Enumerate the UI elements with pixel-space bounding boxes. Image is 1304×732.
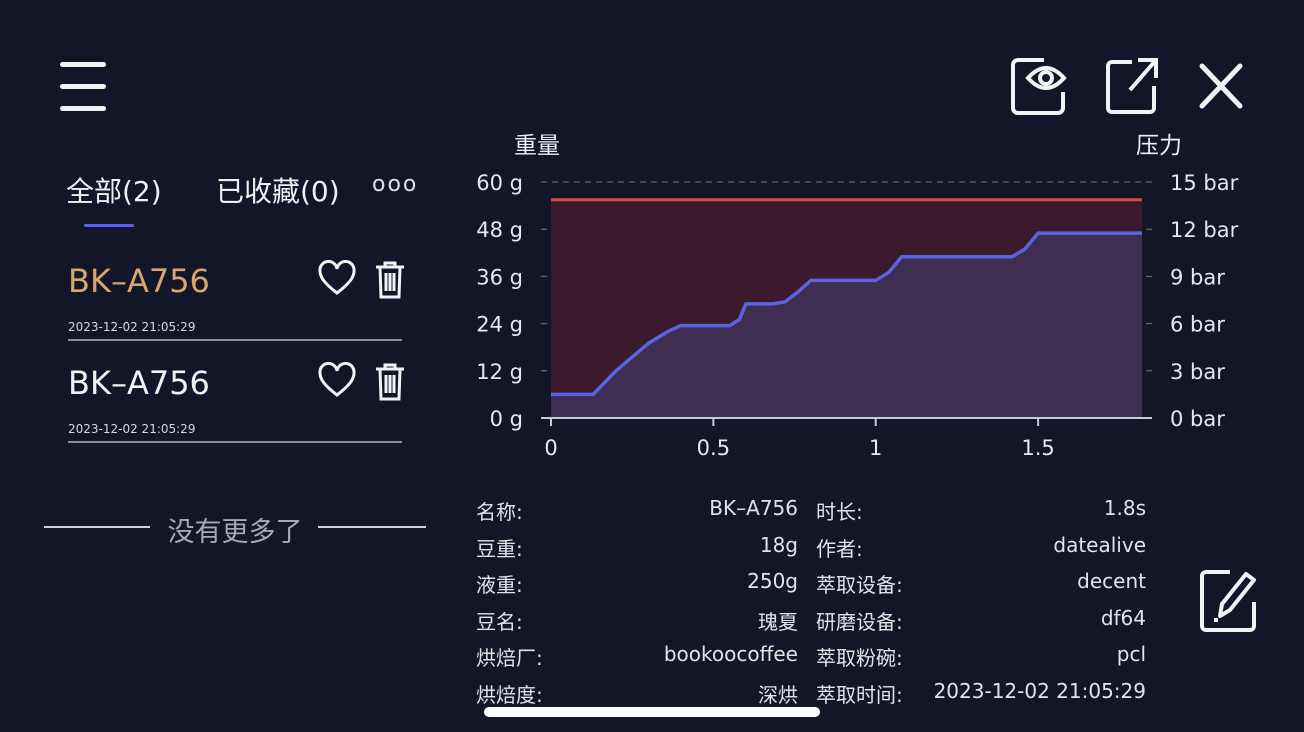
- detail-label: 豆名:: [476, 609, 523, 634]
- record-title: BK–A756: [68, 262, 210, 300]
- detail-label: 名称:: [476, 500, 523, 524]
- right-tick-label: 15 bar: [1170, 171, 1239, 195]
- list-item[interactable]: BK–A756 2023-12-02 21:05:29: [68, 260, 404, 352]
- right-tick-label: 6 bar: [1170, 313, 1225, 337]
- divider: [68, 339, 402, 341]
- home-indicator[interactable]: [484, 707, 820, 717]
- detail-value: decent: [1077, 569, 1146, 593]
- left-tick-label: 0 g: [490, 407, 523, 431]
- left-tick-label: 36 g: [476, 265, 523, 289]
- share-icon[interactable]: [1102, 54, 1164, 118]
- list-item[interactable]: BK–A756 2023-12-02 21:05:29: [68, 362, 404, 454]
- detail-label: 时长:: [816, 500, 863, 524]
- detail-label: 萃取设备:: [816, 573, 903, 597]
- divider: [318, 526, 426, 528]
- right-tick-label: 0 bar: [1170, 407, 1225, 431]
- edit-icon[interactable]: [1198, 564, 1260, 634]
- detail-value: pcl: [1116, 642, 1146, 666]
- detail-label: 萃取时间:: [816, 682, 903, 707]
- right-axis-title: 压力: [1136, 133, 1182, 159]
- divider: [68, 441, 402, 443]
- detail-value: 250g: [747, 569, 798, 593]
- x-tick-label: 0: [544, 436, 557, 460]
- detail-value: datealive: [1053, 532, 1146, 557]
- right-tick-label: 3 bar: [1170, 360, 1225, 384]
- left-tick-label: 24 g: [476, 313, 523, 337]
- left-tick-label: 60 g: [476, 171, 523, 195]
- series-area: [551, 233, 1142, 418]
- tab-favorites[interactable]: 已收藏(0): [216, 175, 340, 208]
- heart-icon[interactable]: [318, 260, 356, 298]
- left-tick-label: 12 g: [476, 360, 523, 384]
- trash-icon[interactable]: [374, 362, 406, 402]
- detail-label: 萃取粉碗:: [816, 646, 903, 670]
- detail-label: 研磨设备:: [816, 609, 903, 634]
- detail-value: 深烘: [758, 682, 798, 707]
- left-tick-label: 48 g: [476, 218, 523, 242]
- series-line: [551, 231, 1142, 397]
- x-tick-label: 0.5: [697, 436, 730, 460]
- detail-label: 豆重:: [476, 536, 523, 561]
- detail-value: bookoocoffee: [663, 642, 798, 666]
- x-tick-label: 1.5: [1021, 436, 1054, 460]
- detail-value: 2023-12-02 21:05:29: [933, 678, 1146, 703]
- detail-value: 瑰夏: [758, 609, 798, 634]
- right-tick-label: 9 bar: [1170, 265, 1225, 289]
- menu-icon[interactable]: [58, 60, 108, 114]
- detail-value: 18g: [759, 532, 798, 557]
- x-tick-label: 1: [869, 436, 882, 460]
- close-icon[interactable]: [1192, 54, 1254, 118]
- detail-value: BK–A756: [709, 496, 798, 520]
- detail-label: 液重:: [476, 573, 523, 597]
- record-date: 2023-12-02 21:05:29: [68, 422, 196, 436]
- list-end-text: 没有更多了: [167, 517, 303, 548]
- detail-value: 1.8s: [1103, 496, 1146, 520]
- tab-all[interactable]: 全部(2): [66, 175, 162, 208]
- record-date: 2023-12-02 21:05:29: [68, 320, 196, 334]
- divider: [44, 526, 150, 528]
- right-tick-label: 12 bar: [1170, 218, 1239, 242]
- trash-icon[interactable]: [374, 260, 406, 300]
- left-axis-title: 重量: [514, 133, 560, 159]
- weight-pressure-chart: 60 g 15 bar 48 g 12 bar 36 g 9 bar 24 g 6 bar 12…: [476, 171, 1239, 460]
- detail-value: df64: [1100, 605, 1146, 630]
- heart-icon[interactable]: [318, 362, 356, 400]
- detail-label: 烘焙厂:: [476, 646, 543, 670]
- detail-label: 烘焙度:: [476, 682, 543, 707]
- eye-icon[interactable]: [1008, 54, 1070, 118]
- active-tab-indicator: [84, 224, 134, 227]
- more-options-icon[interactable]: ooo: [372, 172, 419, 197]
- record-title: BK–A756: [68, 364, 210, 402]
- detail-label: 作者:: [816, 536, 863, 561]
